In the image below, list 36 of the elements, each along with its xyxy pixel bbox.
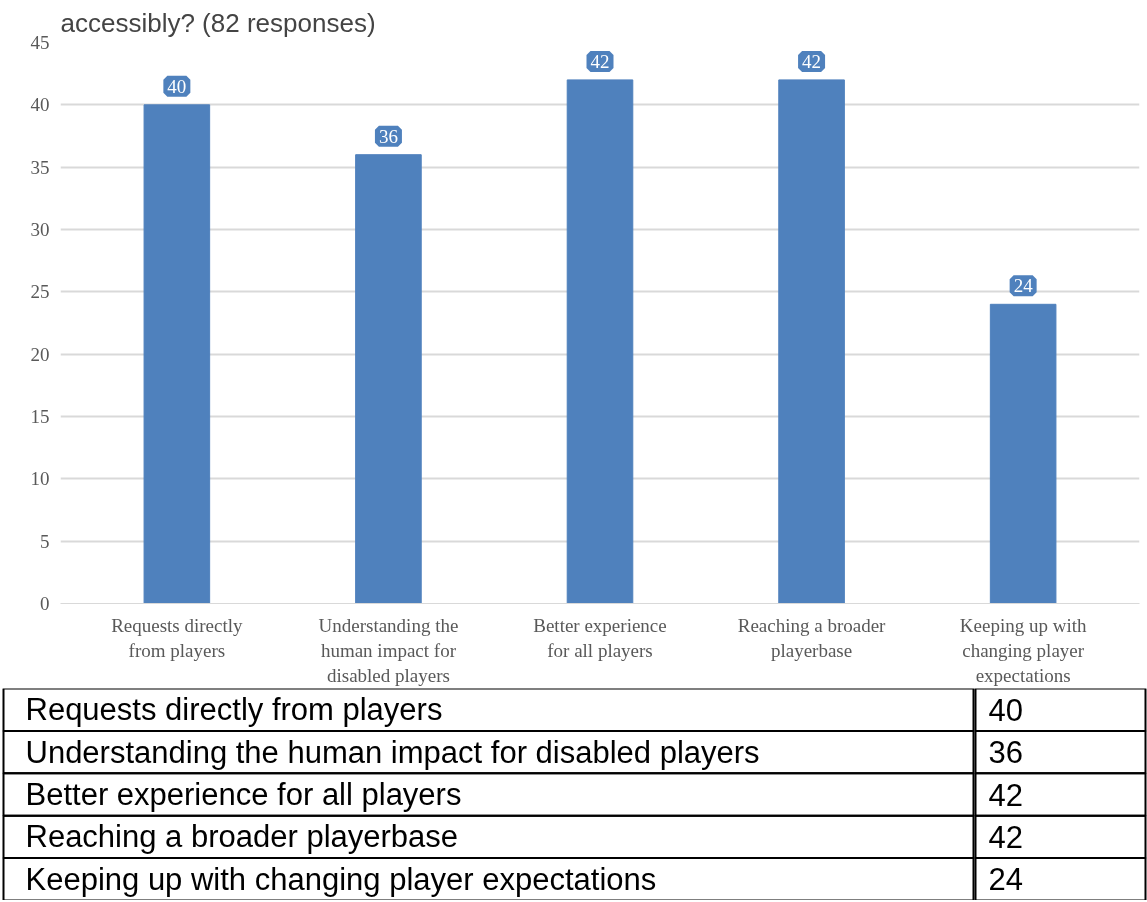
chart-title: accessibly? (82 responses) <box>60 7 376 38</box>
text: 42 <box>988 777 1023 813</box>
text: 42 <box>988 819 1023 855</box>
x-tick-label: Understanding the human impact for disabled players <box>318 614 459 686</box>
text: 24 <box>988 862 1023 898</box>
x-tick-label: Requests directly from players <box>111 614 244 661</box>
y-tick-label: 10 <box>30 468 50 490</box>
x-tick-label: Reaching a broader playerbase <box>737 614 887 661</box>
x-tick-label: Keeping up with changing player expectations <box>959 614 1087 686</box>
data-label: 40 <box>167 75 187 97</box>
text: 36 <box>988 735 1023 771</box>
bar <box>989 303 1057 604</box>
bar <box>778 79 845 604</box>
data-label: 24 <box>1013 275 1034 297</box>
bar <box>143 104 211 604</box>
category-label: Requests directly from players <box>25 692 443 728</box>
y-tick-label: 5 <box>40 530 50 552</box>
y-tick-label: 40 <box>30 94 50 116</box>
text: 40 <box>988 692 1023 728</box>
y-tick-label: 30 <box>30 219 50 240</box>
y-tick-label: 0 <box>40 593 50 614</box>
x-tick-label: Better experience for all players <box>533 614 667 661</box>
y-tick-label: 35 <box>30 156 50 178</box>
data-label: 42 <box>590 50 610 72</box>
data-label: 36 <box>378 125 398 147</box>
category-label: Keeping up with changing player expectations <box>25 861 657 897</box>
y-tick-label: 15 <box>30 406 50 427</box>
category-label: Better experience for all players <box>25 777 462 812</box>
bar <box>355 154 422 604</box>
y-tick-label: 25 <box>30 281 50 303</box>
data-label: 42 <box>802 50 822 72</box>
y-tick-label: 45 <box>30 32 50 53</box>
category-label: Understanding the human impact for disabled players <box>25 734 760 770</box>
bar <box>566 79 634 604</box>
y-tick-label: 20 <box>30 343 50 365</box>
category-label: Reaching a broader playerbase <box>25 819 459 855</box>
